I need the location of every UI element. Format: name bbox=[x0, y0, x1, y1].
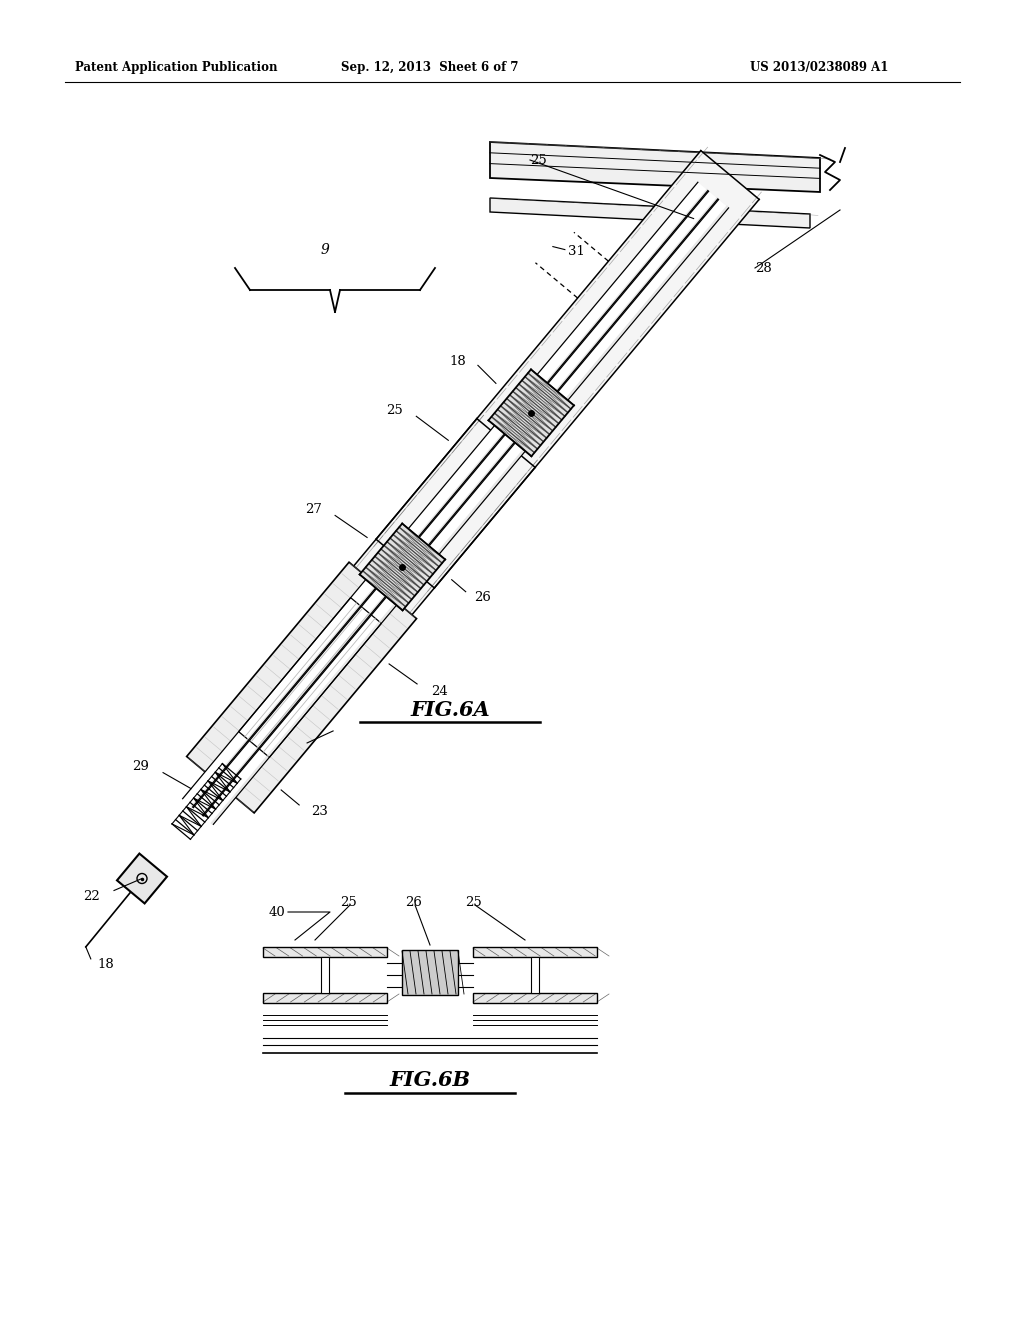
Text: 26: 26 bbox=[406, 895, 422, 908]
Polygon shape bbox=[490, 198, 810, 228]
Text: 30: 30 bbox=[279, 742, 295, 755]
Polygon shape bbox=[117, 854, 167, 903]
Text: 25: 25 bbox=[530, 153, 547, 166]
Text: 23: 23 bbox=[311, 805, 328, 818]
Polygon shape bbox=[263, 993, 387, 1003]
Text: US 2013/0238089 A1: US 2013/0238089 A1 bbox=[750, 62, 889, 74]
Text: FIG.6A: FIG.6A bbox=[411, 700, 489, 719]
Text: 28: 28 bbox=[755, 261, 772, 275]
Polygon shape bbox=[473, 993, 597, 1003]
Text: 25: 25 bbox=[340, 895, 356, 908]
Text: FIG.6B: FIG.6B bbox=[389, 1071, 471, 1090]
Polygon shape bbox=[376, 150, 759, 587]
Text: 27: 27 bbox=[305, 503, 323, 516]
Polygon shape bbox=[247, 418, 536, 742]
Polygon shape bbox=[263, 946, 387, 957]
Polygon shape bbox=[193, 190, 719, 816]
Text: 29: 29 bbox=[132, 760, 150, 774]
Text: 24: 24 bbox=[431, 685, 447, 698]
Polygon shape bbox=[402, 950, 458, 995]
Text: 40: 40 bbox=[268, 906, 285, 919]
Text: 22: 22 bbox=[83, 890, 100, 903]
Text: 18: 18 bbox=[450, 355, 466, 368]
Text: 31: 31 bbox=[568, 246, 585, 259]
Polygon shape bbox=[321, 957, 329, 993]
Polygon shape bbox=[531, 957, 539, 993]
Polygon shape bbox=[203, 199, 728, 824]
Polygon shape bbox=[359, 524, 445, 610]
Text: 25: 25 bbox=[465, 895, 481, 908]
Text: 18: 18 bbox=[98, 958, 115, 972]
Polygon shape bbox=[186, 562, 417, 813]
Polygon shape bbox=[488, 370, 574, 457]
Polygon shape bbox=[182, 182, 709, 808]
Polygon shape bbox=[490, 143, 820, 191]
Text: Patent Application Publication: Patent Application Publication bbox=[75, 62, 278, 74]
Polygon shape bbox=[239, 598, 381, 758]
Text: 9: 9 bbox=[321, 243, 330, 257]
Text: 26: 26 bbox=[474, 591, 490, 605]
Polygon shape bbox=[473, 946, 597, 957]
Text: 25: 25 bbox=[386, 404, 403, 417]
Text: Sep. 12, 2013  Sheet 6 of 7: Sep. 12, 2013 Sheet 6 of 7 bbox=[341, 62, 519, 74]
